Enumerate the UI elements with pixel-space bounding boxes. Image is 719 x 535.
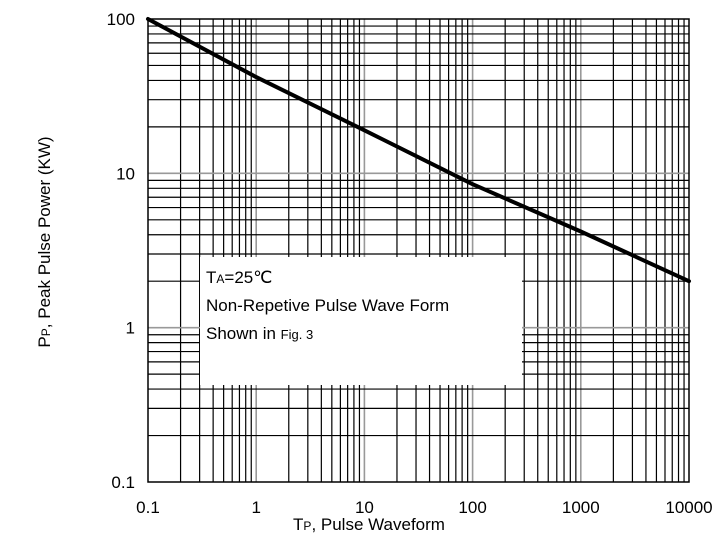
series-line-peak-pulse-power [146,17,691,284]
x-tick-label: 1 [251,498,260,517]
y-tick-label: 1 [126,319,135,338]
x-tick-label: 10 [355,498,374,517]
annotation-box [200,257,522,385]
annotation-line-reference: Shown in Fig. 3 [206,324,313,343]
annotation-text: TA=25℃ Non-Repetive Pulse Wave Form Show… [206,268,449,343]
y-tick-label: 0.1 [111,473,135,492]
x-tick-label: 0.1 [136,498,160,517]
tick-labels: 0.1 1 10 100 1000 10000 0.1 1 10 100 [107,10,713,517]
x-tick-label: 1000 [562,498,600,517]
plot-frame [147,18,690,483]
x-tick-label: 100 [458,498,486,517]
y-tick-label: 10 [116,164,135,183]
y-tick-label: 100 [107,10,135,29]
annotation-line-temperature: TA=25℃ [206,268,272,287]
y-axis-title: PP, Peak Pulse Power (KW) [35,136,54,347]
x-tick-label: 10000 [665,498,712,517]
grid-lines [148,19,689,482]
annotation-line-waveform: Non-Repetive Pulse Wave Form [206,296,449,315]
x-axis-title: TP, Pulse Waveform [293,515,445,534]
